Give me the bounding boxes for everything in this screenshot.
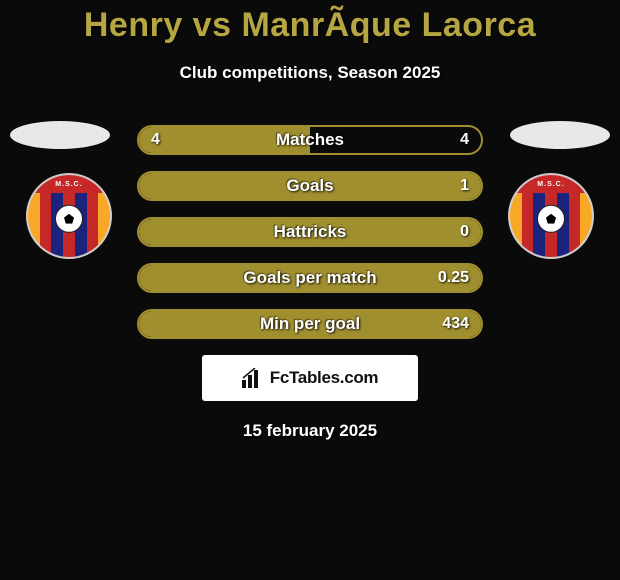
stat-bar: Goals 1 [137, 171, 483, 201]
stat-value-right: 434 [442, 315, 469, 333]
stat-bars: 4 Matches 4 Goals 1 Hattricks 0 Goals pe… [137, 125, 483, 339]
stat-value-right: 0 [460, 223, 469, 241]
badge-text-right: M.S.C. [510, 175, 592, 193]
stat-value-left: 4 [151, 131, 160, 149]
soccer-ball-icon [55, 205, 83, 233]
stat-label: Matches [276, 130, 344, 150]
soccer-ball-icon [537, 205, 565, 233]
page-subtitle: Club competitions, Season 2025 [0, 63, 620, 83]
badge-text-left: M.S.C. [28, 175, 110, 193]
club-badge-right: M.S.C. [508, 173, 594, 259]
stat-value-right: 4 [460, 131, 469, 149]
stat-bar: 4 Matches 4 [137, 125, 483, 155]
date-label: 15 february 2025 [0, 421, 620, 441]
stat-bar: Goals per match 0.25 [137, 263, 483, 293]
brand-text: FcTables.com [270, 368, 379, 388]
page-title: Henry vs ManrÃ­que Laorca [0, 0, 620, 45]
stat-bar: Min per goal 434 [137, 309, 483, 339]
player-avatar-right [510, 121, 610, 149]
stat-label: Hattricks [274, 222, 347, 242]
stat-label: Goals [286, 176, 333, 196]
stat-bar: Hattricks 0 [137, 217, 483, 247]
stat-value-right: 1 [460, 177, 469, 195]
club-badge-left: M.S.C. [26, 173, 112, 259]
stat-label: Min per goal [260, 314, 360, 334]
brand-box[interactable]: FcTables.com [202, 355, 418, 401]
chart-bars-icon [242, 368, 264, 388]
player-avatar-left [10, 121, 110, 149]
stat-label: Goals per match [243, 268, 376, 288]
stat-value-right: 0.25 [438, 269, 469, 287]
comparison-panel: M.S.C. M.S.C. 4 Matches 4 Goals 1 Hattr [0, 125, 620, 441]
